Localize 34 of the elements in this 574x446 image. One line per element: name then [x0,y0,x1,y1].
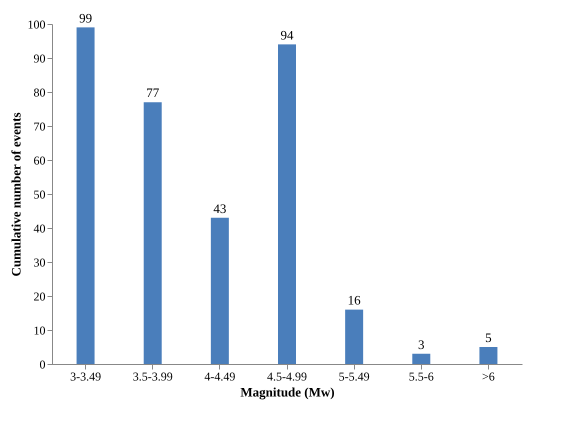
x-axis-title: Magnitude (Mw) [240,384,335,400]
y-tick-label: 20 [34,290,46,304]
y-tick-label: 30 [34,256,46,270]
x-tick-label: 5-5.49 [338,370,370,384]
y-tick-label: 60 [34,154,46,168]
bar [76,27,95,364]
x-tick-label: 4-4.49 [204,370,236,384]
bar [278,44,296,364]
y-tick-label: 0 [40,358,46,372]
bar [144,102,162,364]
y-tick-label: 50 [34,188,46,202]
y-tick-label: 100 [28,18,46,32]
y-tick-label: 40 [34,222,46,236]
data-label: 43 [213,200,226,216]
x-tick-label: 5.5-6 [408,370,434,384]
data-label: 99 [79,10,92,26]
y-tick-label: 80 [34,86,46,100]
data-label: 5 [485,330,492,345]
bar [210,218,229,364]
x-tick-label: 3.5-3.99 [132,370,173,384]
y-tick-label: 90 [34,52,46,66]
y-axis-title: Cumulative number of events [8,112,24,277]
x-tick-label: 4.5-4.99 [267,370,307,384]
bar [479,347,498,364]
data-label: 3 [418,336,425,352]
y-tick-label: 10 [34,324,46,338]
data-label: 94 [280,27,294,42]
y-tick-label: 70 [34,120,46,134]
x-tick-label: 3-3.49 [70,370,102,384]
bar [412,354,430,364]
data-label: 16 [348,292,362,308]
x-tick-label: >6 [482,370,495,384]
bar [345,310,364,364]
data-label: 77 [146,85,160,100]
